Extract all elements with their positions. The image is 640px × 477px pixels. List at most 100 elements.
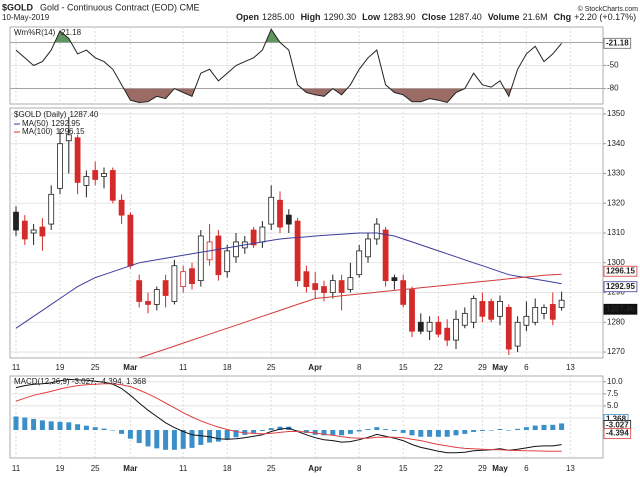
value-box-label: 1292.95 (606, 282, 635, 291)
histogram-bar (233, 430, 239, 438)
quote-value: 1285.00 (262, 12, 295, 22)
histogram-bar (435, 430, 441, 437)
candle-body (74, 137, 81, 183)
x-tick-label: 29 (478, 363, 487, 372)
histogram-bar (471, 430, 477, 432)
legend-name: MA(100) (22, 127, 53, 136)
candle-body (338, 280, 345, 293)
candle-body (488, 301, 495, 320)
candle-body (523, 315, 530, 326)
legend: $GOLD (Daily) 1287.40 (14, 110, 99, 119)
x-tick-label: 25 (267, 363, 276, 372)
credit: © StockCharts.com (578, 5, 639, 13)
histogram-bar (145, 430, 151, 447)
x-tick-label: 18 (223, 464, 232, 473)
histogram-bar (39, 420, 45, 431)
value-box (603, 303, 638, 315)
candle-body (136, 280, 143, 302)
histogram-bar (251, 430, 257, 433)
histogram-bar (13, 416, 19, 431)
value-box (603, 281, 638, 293)
candle-body (356, 250, 363, 276)
x-tick-label: 6 (524, 464, 529, 473)
overbought-oversold-fill (16, 88, 562, 103)
x-tick-label: Mar (123, 464, 137, 473)
histogram-bar (400, 430, 406, 433)
x-tick-label: Apr (308, 464, 322, 473)
instrument-name: Gold - Continuous Contract (EOD) CME (40, 2, 200, 12)
histogram-bar (497, 429, 503, 431)
x-tick-label: 6 (524, 363, 529, 372)
candle-body (65, 134, 72, 142)
quote-label: Low (362, 12, 381, 22)
candle-body (215, 235, 222, 276)
quote-label: Close (422, 12, 447, 22)
candle-body (514, 321, 521, 347)
y-tick-label: 1330 (607, 169, 625, 178)
histogram-bar (48, 421, 54, 431)
candle-body (189, 268, 195, 284)
candle-body (294, 220, 301, 282)
y-tick-label: 1340 (607, 139, 625, 148)
x-tick-label: 11 (12, 363, 21, 372)
candle-body (109, 170, 116, 201)
histogram-bar (479, 430, 485, 431)
candle-body (277, 199, 283, 228)
y-tick-label: 1270 (607, 347, 625, 356)
y-tick-label: 1280 (607, 317, 625, 326)
candle-body (417, 321, 424, 332)
quote-label: Volume (488, 12, 520, 22)
candle-body (541, 307, 547, 314)
histogram-bar (224, 430, 230, 440)
x-tick-label: 22 (434, 464, 443, 473)
candle-body (409, 289, 415, 332)
histogram-bar (171, 430, 177, 450)
x-tick-label: 8 (357, 363, 362, 372)
candle-body (118, 199, 125, 216)
quote-value: 21.6M (523, 12, 548, 22)
histogram-bar (356, 430, 362, 432)
value-box-label: 1287.40 (606, 304, 635, 313)
histogram-bar (215, 430, 221, 442)
legend-value: -21.18 (58, 28, 81, 37)
candle-body (312, 283, 319, 290)
date: 10-May-2019 (2, 13, 50, 22)
x-tick-label: 25 (267, 464, 276, 473)
histogram-bar (330, 430, 336, 436)
x-tick-label: 25 (91, 363, 100, 372)
histogram-bar (127, 430, 133, 439)
value-box-label: 1.368 (606, 415, 627, 424)
symbol: $GOLD (2, 2, 34, 12)
x-tick-label: 11 (12, 464, 21, 473)
candle-body (145, 301, 151, 305)
x-tick-label: 19 (56, 363, 65, 372)
quote-label: Open (236, 12, 259, 22)
histogram-bar (541, 424, 547, 431)
histogram-bar (303, 430, 309, 433)
legend-name: $GOLD (Daily) (14, 110, 67, 119)
legend: MA(50) 1292.95 (22, 119, 81, 128)
candle-body (101, 173, 107, 177)
histogram-bar (295, 430, 301, 431)
y-tick-label: 10.0 (607, 377, 623, 386)
candle-body (13, 211, 19, 231)
histogram-bar (66, 422, 72, 431)
candle-body (285, 214, 292, 225)
candle-body (470, 298, 477, 323)
candle-body (30, 229, 37, 234)
candle-body (479, 301, 486, 317)
histogram-bar (532, 425, 538, 431)
histogram-bar (163, 430, 169, 450)
candle-body (426, 321, 433, 332)
macd-line (15, 383, 562, 452)
histogram-bar (550, 424, 556, 431)
y-tick-label: 1320 (607, 198, 625, 207)
candle-body (57, 143, 63, 189)
candle-body (233, 241, 239, 258)
histogram-bar (154, 430, 160, 449)
histogram-bar (119, 430, 125, 434)
candle-body (250, 229, 257, 246)
x-tick-label: 22 (434, 363, 443, 372)
histogram-bar (418, 430, 424, 437)
